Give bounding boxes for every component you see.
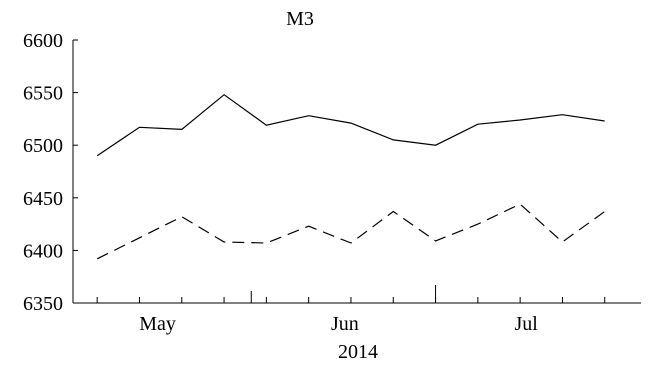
x-axis: May Jun Jul [73, 285, 641, 335]
y-tick-label: 6400 [23, 240, 63, 262]
dashed-series-line [96, 203, 606, 260]
y-tick-label: 6600 [23, 30, 63, 52]
x-tick-label: Jul [515, 313, 539, 335]
series-group [96, 93, 606, 260]
chart-title: M3 [286, 8, 314, 30]
y-tick-label: 6500 [23, 135, 63, 157]
y-tick-label: 6450 [23, 188, 63, 210]
y-axis: 6350 6400 6450 6500 6550 6600 [23, 30, 78, 315]
y-tick-label: 6550 [23, 83, 63, 105]
solid-series-line [96, 93, 605, 157]
x-tick-label: May [139, 313, 176, 335]
y-tick-label: 6350 [23, 293, 63, 315]
x-tick-label: Jun [331, 313, 359, 335]
x-axis-label: 2014 [338, 341, 378, 363]
